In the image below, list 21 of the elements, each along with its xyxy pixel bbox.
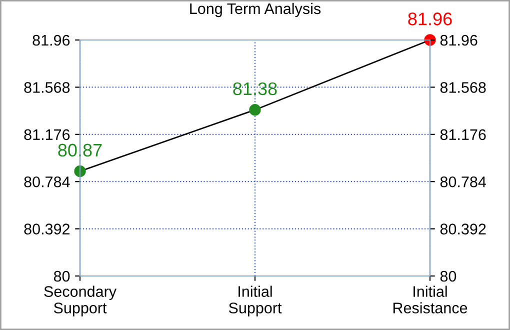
x-tick-label: Secondary Support	[44, 286, 116, 316]
y2-tick-label: 80	[440, 270, 456, 282]
y-tick-label: 81.568	[24, 82, 70, 93]
point	[74, 165, 86, 178]
y-tick-label: 80	[54, 270, 70, 282]
point	[424, 34, 436, 46]
data-label: 81.96	[408, 12, 452, 26]
y2-tick-label: 81.96	[440, 34, 478, 46]
y2-tick-label: 80.392	[440, 224, 486, 234]
chart-title: Long Term Analysis	[190, 2, 321, 18]
y2-tick-label: 81.568	[440, 82, 486, 93]
y2-tick-label: 81.176	[440, 129, 486, 140]
data-label: 81.38	[233, 82, 277, 96]
y-tick-label: 80.392	[24, 224, 70, 234]
point	[249, 104, 261, 116]
y-tick-label: 81.176	[24, 129, 70, 140]
x-tick-label: Initial Resistance	[393, 286, 468, 314]
x-tick-label: Initial Support	[228, 286, 282, 316]
y-tick-label: 80.784	[24, 176, 70, 188]
y2-tick-label: 80.784	[440, 176, 486, 188]
y-tick-label: 81.96	[32, 34, 70, 46]
